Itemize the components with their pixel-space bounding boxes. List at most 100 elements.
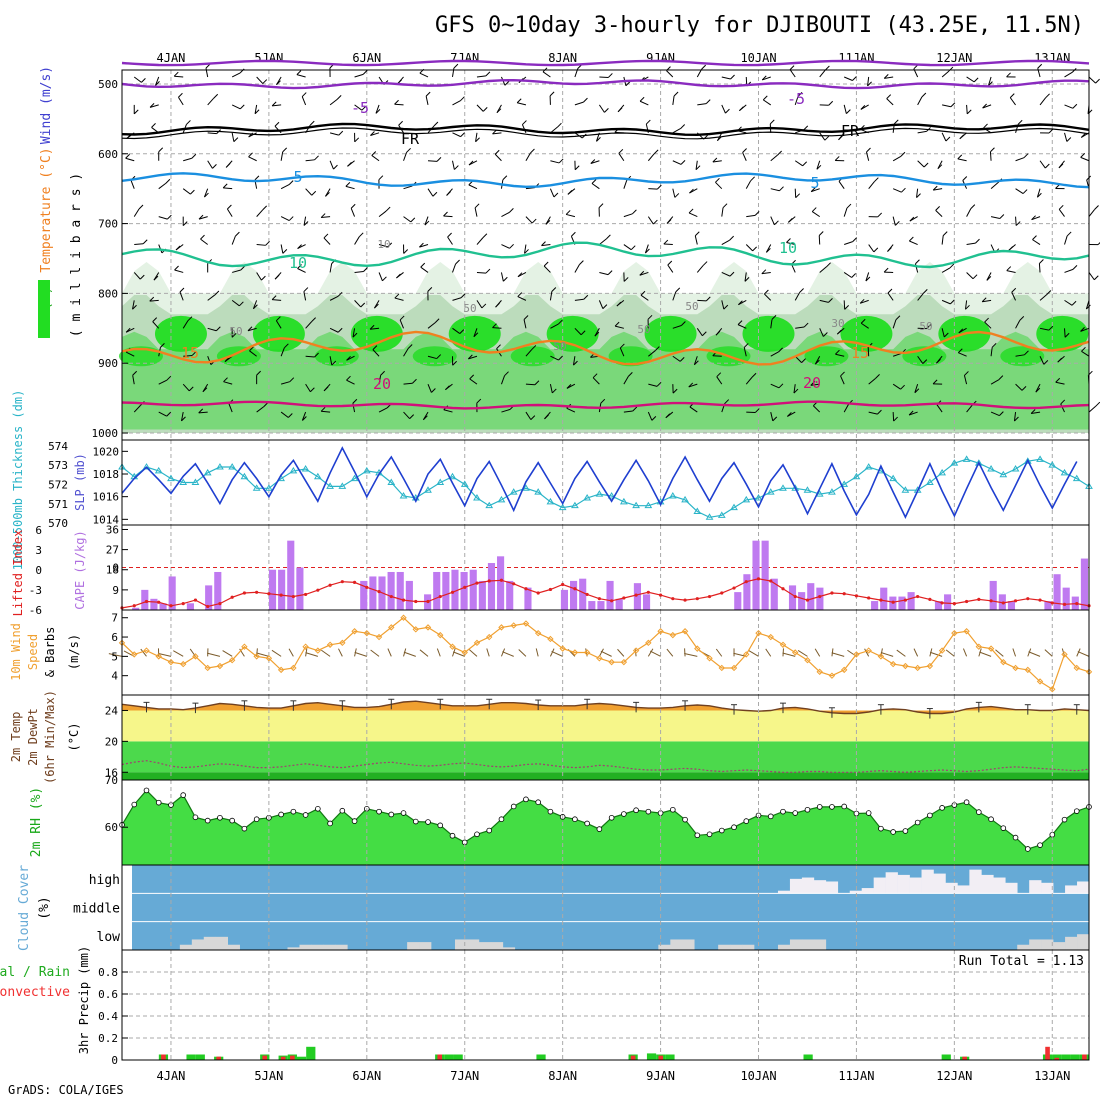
li-marker [940,601,944,605]
wind-barb-flag [274,121,280,127]
wind-barb [868,181,875,189]
wind-barb-flag [1014,416,1019,422]
wind-barb-flag [336,95,342,100]
wind-barb-flag [167,214,172,220]
wind-barb [1038,263,1041,273]
wind-barb-flag [909,216,915,222]
wind-barb [158,379,168,385]
wind-barb [371,155,380,162]
wind-barb-flag [722,203,728,209]
li-marker [695,597,699,601]
wind-barb [844,241,853,246]
wind-barb [524,244,527,254]
wind-barb-flag [1017,119,1023,125]
y-tick-label: 0.8 [98,966,118,979]
cape-bar [478,580,486,610]
ylabel-lifted-index: Lifted Index [11,530,25,617]
wind-barb-flag [403,249,409,254]
wind-barb-10m [797,649,808,657]
wind-speed-marker [1049,685,1056,693]
wind-barb [598,300,604,309]
wind-barb [647,153,655,162]
wind-barb-flag [744,277,750,282]
rh-high-blob [742,315,795,352]
li-marker [157,600,161,604]
wind-barb-flag [1009,93,1015,98]
wind-barb [451,68,455,78]
wind-barb [473,328,478,337]
wind-barb [794,96,799,106]
wind-speed-marker [840,666,848,674]
wind-barb [272,299,282,301]
wind-speed-marker [853,651,860,658]
contour-label: 50 [553,340,566,353]
wind-barb [174,269,184,273]
wind-barb-flag [1066,137,1072,142]
wind-barb-10m [1076,648,1081,657]
thickness-marker [705,513,714,520]
wind-barb-flag [958,328,964,334]
y-tick-label: 700 [98,218,118,231]
wind-barb-flag [715,177,720,183]
wind-barb [1088,272,1095,281]
isotherm-5 [121,172,1090,189]
wind-barb-flag [712,157,718,163]
wind-barb-flag [844,305,850,310]
contour-label: FR [401,130,420,148]
wind-barb [452,297,462,301]
wind-barb [1015,188,1024,195]
wind-barb-flag [701,64,707,70]
wind-barb [500,272,504,282]
wind-barb-flag [142,239,148,245]
wind-barb [990,379,1000,385]
cloud-high-bar [789,878,803,894]
wind-barb-10m [419,649,429,657]
thickness-tick-label: 572 [48,478,68,491]
wind-speed-marker [192,653,199,660]
wind-barb-flag [473,332,479,338]
wind-barb-flag [673,91,679,97]
rh2m-marker [412,818,419,825]
wind-barb [866,151,870,161]
cape-bar [487,563,496,610]
wind-barb [1088,405,1097,413]
wind-barb-flag [238,301,244,307]
wind-barb-flag [680,124,686,129]
wind-speed-marker [143,647,150,654]
wind-barb-flag [623,277,629,282]
wind-barb-flag [446,191,451,196]
wind-speed-marker [669,631,677,639]
panel-slp-thickness: 570 571 572 573 574 1014 1016 1018 1020 1000-500m… [11,390,1093,570]
date-label-top: 10JAN [740,51,776,65]
wind-barb-flag [151,123,156,128]
contour-label: 10 [779,239,797,257]
thickness-marker [289,466,298,474]
cape-bar [1053,574,1061,610]
thickness-marker [840,480,849,487]
rh-high-blob [546,315,599,352]
wind-barb [840,375,845,385]
slp-tick-label: 1020 [93,445,120,458]
wind-barb-flag [265,240,270,246]
wind-barb-flag [496,344,501,350]
thickness-marker [730,503,738,511]
cape-bar [615,598,623,610]
rh2m-marker [804,806,811,813]
wind-barb-flag [363,267,368,272]
cloud-low-bar [335,944,348,950]
wind-barb [207,356,212,365]
rh2m-marker [706,831,713,838]
thickness-marker [766,488,775,495]
wind-barb [231,104,241,110]
cape-bar [186,603,194,610]
wind-barb-flag [1080,133,1086,138]
wind-barb-flag [957,348,963,354]
wind-barb-flag [716,372,722,378]
li-tick-label: -6 [29,604,42,617]
thickness-marker [693,507,702,514]
cape-bar [497,556,505,610]
wind-barb-flag [681,321,686,326]
wind-barb-flag [964,371,969,376]
cloud-low-bar [191,939,205,950]
date-label-top: 11JAN [838,51,874,65]
